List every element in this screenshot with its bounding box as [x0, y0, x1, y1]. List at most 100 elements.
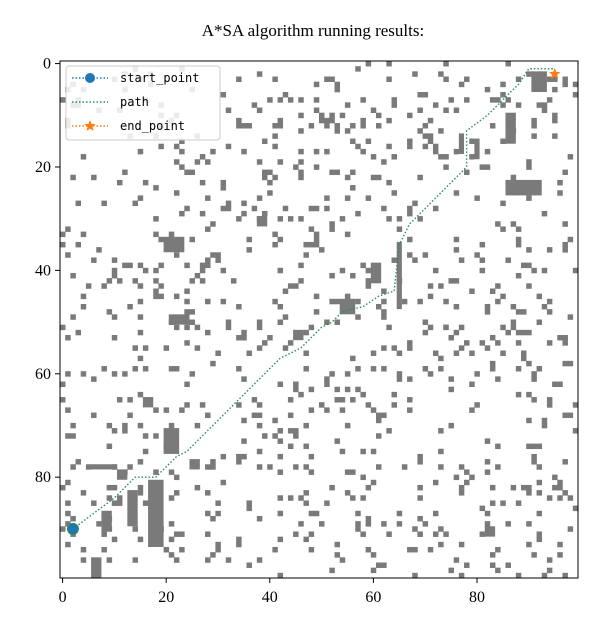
obstacle-cell — [256, 422, 263, 429]
obstacle-cell — [464, 340, 470, 346]
obstacle-cell — [262, 174, 268, 181]
obstacle-cell — [210, 459, 216, 465]
obstacle-cell — [464, 479, 470, 486]
obstacle-cell — [137, 484, 144, 491]
obstacle-cell — [132, 366, 138, 372]
obstacle-cell — [158, 262, 164, 269]
obstacle-cell — [287, 428, 294, 434]
obstacle-cell — [484, 345, 491, 351]
obstacle-cell — [479, 531, 486, 537]
obstacle-cell — [417, 298, 423, 305]
obstacle-cell — [127, 262, 133, 269]
obstacle-cell — [111, 257, 118, 263]
obstacle-cell — [484, 309, 491, 315]
obstacle-cell — [427, 324, 434, 331]
obstacle-cell — [215, 510, 221, 517]
obstacle-cell — [453, 303, 460, 310]
obstacle-cell — [510, 221, 517, 227]
obstacle-cell — [484, 521, 491, 527]
obstacle-cell — [272, 123, 278, 129]
obstacle-cell — [334, 386, 341, 393]
obstacle-cell — [407, 210, 413, 217]
obstacle-cell — [241, 438, 247, 444]
obstacle-cell — [438, 128, 444, 134]
obstacle-cell — [531, 552, 537, 558]
obstacle-cell — [552, 474, 558, 481]
obstacle-cell — [277, 428, 284, 434]
obstacle-cell — [546, 309, 553, 315]
obstacle-cell — [567, 526, 574, 532]
obstacle-cell — [80, 557, 87, 563]
obstacle-cell — [396, 226, 403, 232]
obstacle-cell — [443, 76, 449, 82]
obstacle-cell — [469, 154, 475, 160]
obstacle-cell — [132, 526, 138, 532]
obstacle-cell — [287, 397, 294, 403]
obstacle-cell — [386, 216, 392, 222]
obstacle-cell — [272, 433, 278, 439]
obstacle-cell — [510, 174, 517, 181]
obstacle-cell — [225, 107, 232, 113]
obstacle-cell — [370, 479, 377, 486]
obstacle-cell — [277, 469, 284, 475]
x-tick-label: 40 — [262, 589, 278, 606]
obstacle-cell — [215, 252, 221, 258]
obstacle-cell — [256, 71, 263, 77]
obstacle-cell — [526, 391, 532, 398]
obstacle-cell — [432, 267, 439, 274]
obstacle-cell — [350, 469, 356, 475]
obstacle-cell — [552, 76, 558, 82]
obstacle-cell — [277, 572, 284, 579]
obstacle-cell — [236, 123, 242, 129]
obstacle-cell — [495, 464, 501, 470]
obstacle-cell — [438, 283, 444, 289]
obstacle-cell — [329, 221, 335, 227]
obstacle-cell — [282, 314, 289, 320]
obstacle-cell — [60, 381, 66, 388]
obstacle-cell — [241, 417, 247, 424]
obstacle-cell — [396, 521, 403, 527]
obstacle-cell — [557, 484, 563, 491]
obstacle-cell — [339, 216, 346, 222]
obstacle-cell — [407, 205, 413, 212]
obstacle-cell — [355, 526, 361, 532]
obstacle-block — [142, 397, 154, 408]
obstacle-cell — [515, 241, 522, 248]
obstacle-cell — [453, 190, 460, 196]
obstacle-cell — [350, 169, 356, 176]
obstacle-cell — [101, 200, 107, 207]
obstacle-cell — [277, 236, 284, 243]
obstacle-cell — [546, 247, 553, 253]
obstacle-cell — [210, 552, 216, 558]
obstacle-cell — [536, 510, 543, 517]
obstacle-cell — [546, 495, 553, 501]
obstacle-cell — [246, 505, 252, 512]
obstacle-cell — [308, 386, 315, 393]
obstacle-cell — [122, 428, 128, 434]
obstacle-cell — [453, 350, 460, 356]
obstacle-cell — [365, 515, 372, 522]
obstacle-block — [370, 262, 382, 284]
obstacle-cell — [173, 143, 180, 150]
obstacle-cell — [562, 459, 568, 465]
obstacle-cell — [443, 164, 449, 170]
obstacle-cell — [272, 231, 278, 238]
obstacle-cell — [489, 366, 496, 372]
obstacle-cell — [168, 469, 175, 475]
obstacle-cell — [132, 557, 138, 563]
obstacle-cell — [443, 107, 449, 113]
obstacle-cell — [205, 329, 211, 336]
obstacle-cell — [552, 117, 558, 124]
obstacle-cell — [127, 412, 133, 419]
obstacle-cell — [484, 510, 491, 517]
obstacle-cell — [562, 247, 568, 253]
obstacle-cell — [287, 97, 294, 103]
obstacle-cell — [262, 169, 268, 176]
obstacle-cell — [277, 117, 284, 124]
obstacle-cell — [448, 422, 454, 429]
obstacle-cell — [241, 376, 247, 382]
obstacle-cell — [448, 335, 454, 341]
obstacle-cell — [329, 272, 335, 279]
obstacle-cell — [184, 324, 190, 331]
